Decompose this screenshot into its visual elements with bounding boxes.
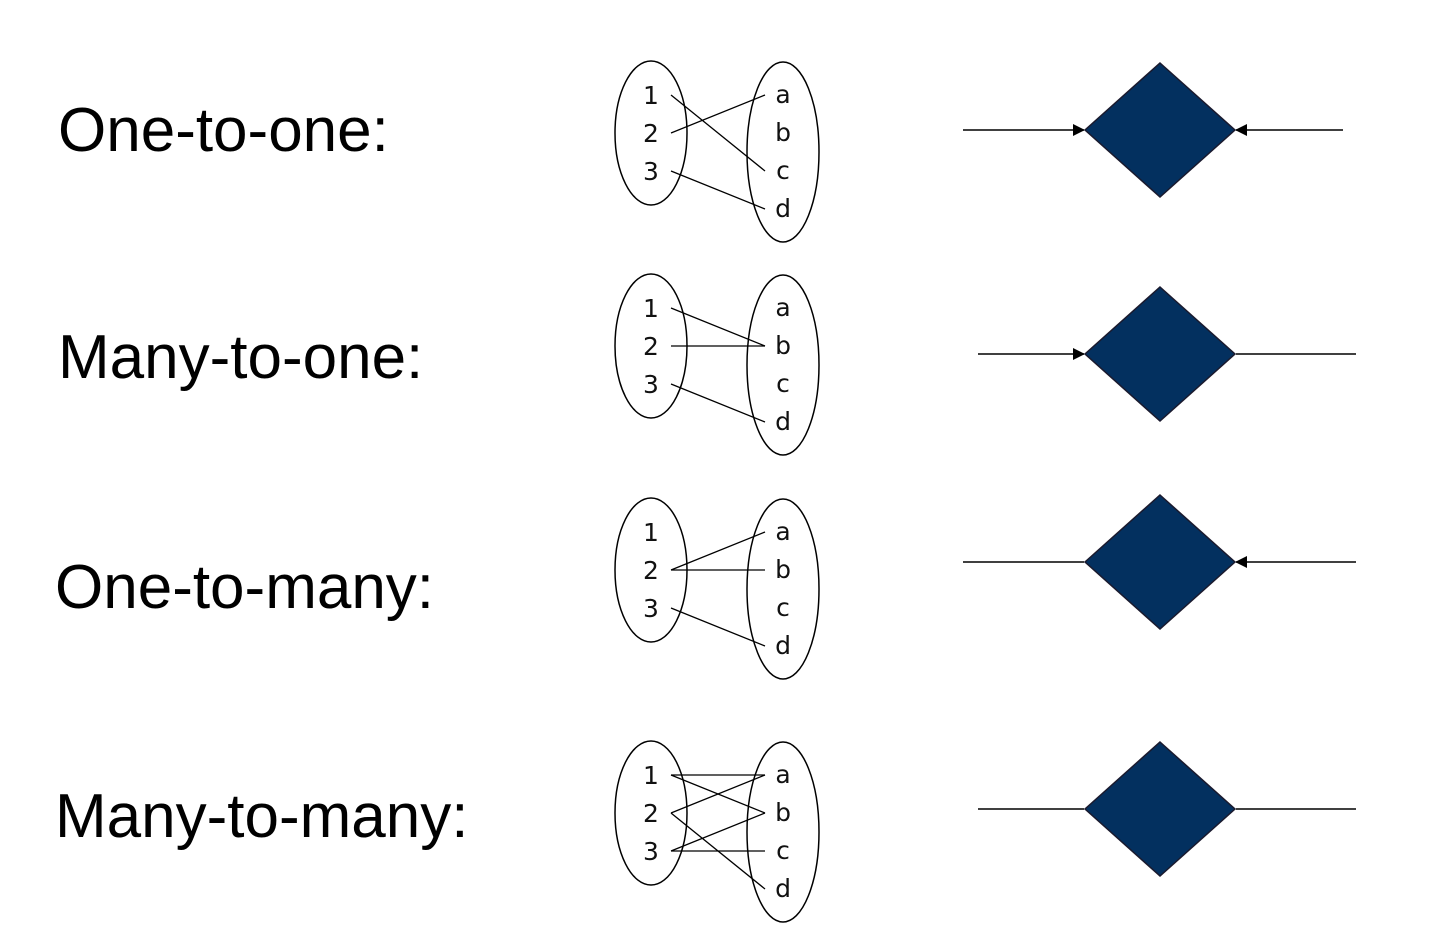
left-set-item: 3 <box>643 837 659 866</box>
relationship-diamond <box>1083 493 1237 631</box>
right-set-item: c <box>776 369 790 398</box>
left-set-item: 1 <box>643 518 659 547</box>
right-set-item: a <box>775 293 790 322</box>
mapping-line-1-c <box>670 94 766 172</box>
left-set-item: 2 <box>643 119 659 148</box>
right-set-item: a <box>775 80 790 109</box>
left-set-item: 2 <box>643 799 659 828</box>
left-set-item: 1 <box>643 81 659 110</box>
left-set-item: 1 <box>643 761 659 790</box>
right-set-item: c <box>776 593 790 622</box>
mapping-line-1-b <box>670 307 766 347</box>
right-set-item: b <box>775 118 791 147</box>
right-set-item: d <box>775 874 791 903</box>
relationship-diamond <box>1083 285 1237 423</box>
right-set-item: b <box>775 798 791 827</box>
row-label-one-to-one: One-to-one: <box>58 96 389 165</box>
right-set-item: b <box>775 331 791 360</box>
left-set-item: 3 <box>643 594 659 623</box>
mapping-line-3-d <box>670 383 766 423</box>
mapping-line-3-d <box>670 170 766 210</box>
left-set-item: 1 <box>643 294 659 323</box>
mapping-line-3-d <box>670 607 766 647</box>
right-set-ellipse <box>746 498 820 680</box>
right-set-item: a <box>775 517 790 546</box>
right-set-item: c <box>776 836 790 865</box>
right-set-ellipse <box>746 61 820 243</box>
left-set-item: 3 <box>643 370 659 399</box>
left-set-item: 3 <box>643 157 659 186</box>
left-set-item: 2 <box>643 556 659 585</box>
row-label-one-to-many: One-to-many: <box>55 553 435 622</box>
right-set-item: d <box>775 194 791 223</box>
right-set-item: b <box>775 555 791 584</box>
left-set-ellipse <box>614 60 688 206</box>
mapping-line-2-a <box>670 94 766 134</box>
right-set-item: c <box>776 156 790 185</box>
row-label-many-to-one: Many-to-one: <box>58 323 424 392</box>
right-set-item: d <box>775 631 791 660</box>
mapping-line-2-a <box>670 531 766 571</box>
left-set-ellipse <box>614 740 688 886</box>
right-set-ellipse <box>746 741 820 923</box>
relationship-diamond <box>1083 61 1237 199</box>
right-set-item: d <box>775 407 791 436</box>
right-set-item: a <box>775 760 790 789</box>
left-set-item: 2 <box>643 332 659 361</box>
right-set-ellipse <box>746 274 820 456</box>
mapping-line-3-b <box>670 812 766 852</box>
row-label-many-to-many: Many-to-many: <box>55 782 469 851</box>
mapping-line-2-a <box>670 774 766 814</box>
relationship-diamond <box>1083 740 1237 878</box>
